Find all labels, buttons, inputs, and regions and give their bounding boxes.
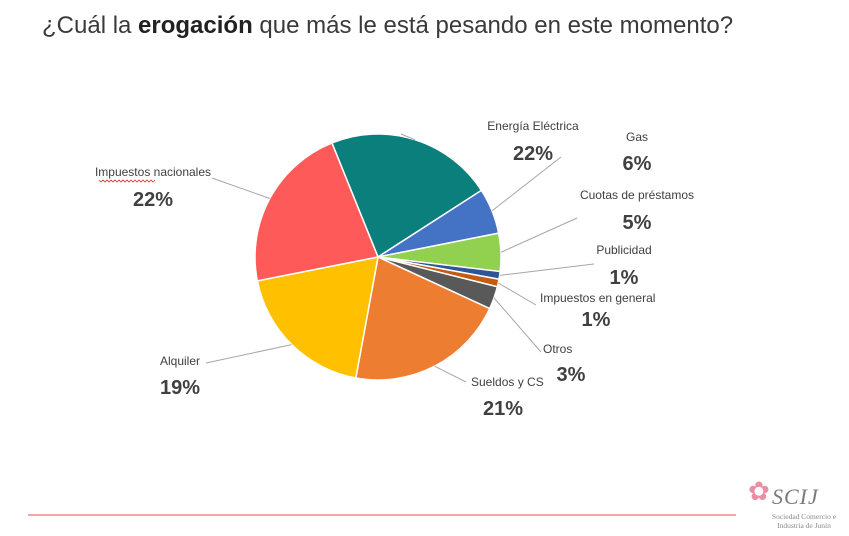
footer-divider bbox=[28, 514, 736, 516]
leader-line bbox=[434, 365, 467, 383]
scij-logo: ✿ SCIJ Sociedad Comercio e Industria de … bbox=[748, 478, 844, 534]
pie-slice-impuestos-nacionales bbox=[254, 141, 380, 282]
title-bold: erogación bbox=[138, 12, 253, 39]
slice-percent: 5% bbox=[623, 212, 652, 234]
slice-label: Sueldos y CS bbox=[471, 375, 544, 389]
spellcheck-underline bbox=[98, 179, 156, 183]
slice-label: Cuotas de préstamos bbox=[580, 188, 694, 202]
pie-slice-alquiler bbox=[256, 256, 379, 379]
leader-line bbox=[400, 133, 416, 141]
leader-line bbox=[497, 282, 537, 306]
slice-percent: 22% bbox=[513, 143, 553, 165]
title-suffix: que más le está pesando en este momento? bbox=[252, 12, 734, 39]
slice-label: Publicidad bbox=[596, 243, 651, 257]
leader-line bbox=[211, 177, 270, 199]
slice-label: Otros bbox=[543, 342, 572, 356]
slice-percent: 6% bbox=[623, 153, 652, 175]
slice-percent: 22% bbox=[133, 189, 173, 211]
leader-line bbox=[491, 156, 562, 212]
chart-title: ¿Cuál la erogación que más le está pesan… bbox=[42, 12, 733, 40]
leader-line bbox=[205, 344, 292, 364]
logo-subtitle: Sociedad Comercio e Industria de Junín bbox=[771, 512, 837, 530]
slice-percent: 1% bbox=[610, 267, 639, 289]
logo-text: SCIJ bbox=[772, 484, 819, 509]
slice-label: Impuestos en general bbox=[540, 291, 655, 305]
slice-percent: 19% bbox=[160, 377, 200, 399]
leader-line bbox=[493, 297, 542, 353]
slice-label: Alquiler bbox=[160, 354, 200, 368]
slice-label: Energía Eléctrica bbox=[487, 119, 579, 133]
leader-line bbox=[499, 263, 595, 276]
slice-percent: 21% bbox=[483, 398, 523, 420]
leader-line bbox=[500, 217, 578, 253]
slice-percent: 1% bbox=[582, 309, 611, 331]
slice-label: Gas bbox=[626, 130, 648, 144]
title-prefix: ¿Cuál la bbox=[42, 12, 139, 39]
slice-label: Impuestos nacionales bbox=[95, 165, 211, 179]
flower-icon: ✿ bbox=[748, 476, 770, 506]
slice-percent: 3% bbox=[557, 364, 586, 386]
